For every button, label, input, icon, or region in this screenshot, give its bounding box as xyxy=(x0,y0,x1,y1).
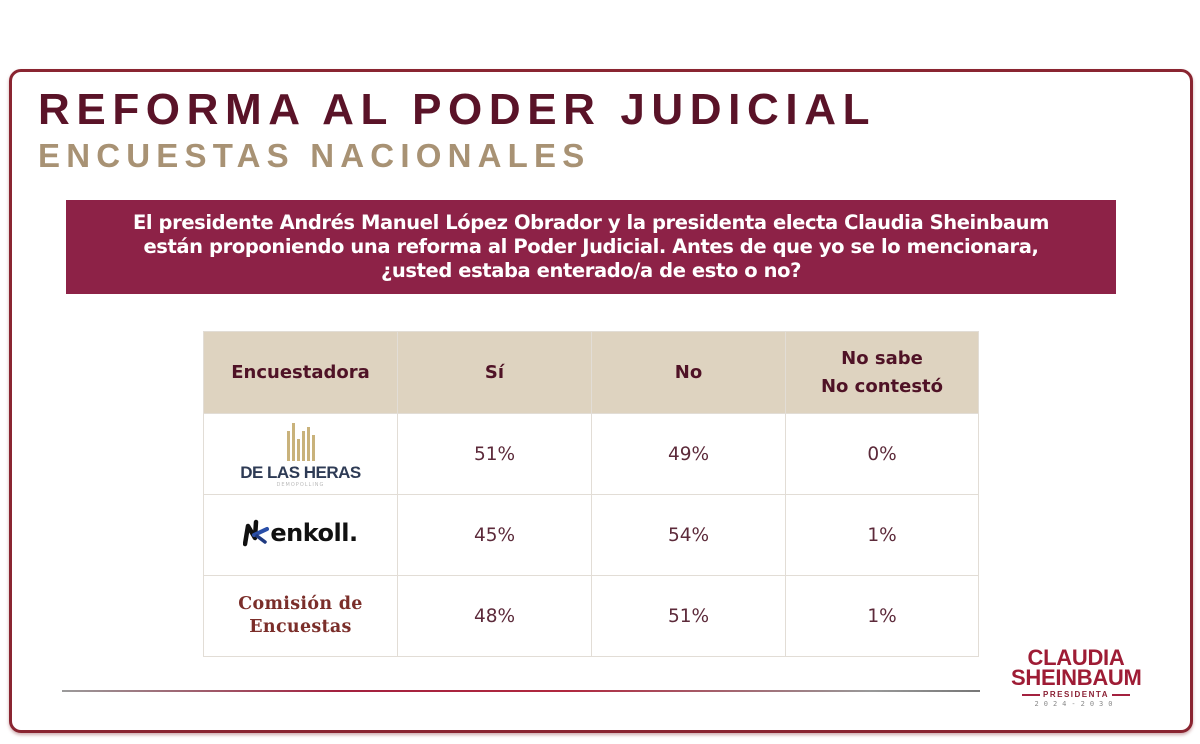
page-subtitle: ENCUESTAS NACIONALES xyxy=(38,137,591,174)
pollster-cell: DE LAS HERAS DEMOPOLLING xyxy=(203,413,398,495)
table-header-row: Encuestadora Sí No No sabe No contestó xyxy=(203,331,979,414)
header-no: No xyxy=(591,331,786,414)
pollster-name-line2: Encuestas xyxy=(249,617,352,637)
brand-role: PRESIDENTA xyxy=(1011,690,1141,699)
claudia-sheinbaum-logo: CLAUDIA SHEINBAUM PRESIDENTA 2024-2030 xyxy=(1011,644,1142,708)
si-cell: 51% xyxy=(397,413,592,495)
footer-divider xyxy=(62,690,980,692)
question-line-3: ¿usted estaba enterado/a de esto o no? xyxy=(380,259,802,282)
pollster-subname: DEMOPOLLING xyxy=(276,481,325,488)
comision-de-encuestas-logo: Comisión de Encuestas xyxy=(204,593,397,639)
header-no-sabe-line1: No sabe xyxy=(841,347,923,369)
header-pollster: Encuestadora xyxy=(203,331,398,414)
de-las-heras-mark-icon xyxy=(285,421,316,461)
no-cell: 51% xyxy=(591,575,786,657)
pollster-name: enkoll. xyxy=(270,518,358,547)
question-line-2: están proponiendo una reforma al Poder J… xyxy=(143,235,1039,258)
enkoll-mark-icon xyxy=(243,519,270,546)
brand-name-line2: SHEINBAUM xyxy=(1011,664,1142,691)
ns-nc-cell: 1% xyxy=(785,494,979,576)
header-no-sabe: No sabe No contestó xyxy=(785,331,979,414)
page-title: REFORMA AL PODER JUDICIAL xyxy=(38,85,877,134)
brand-years: 2024-2030 xyxy=(1034,700,1118,708)
si-cell: 48% xyxy=(397,575,592,657)
ns-nc-cell: 1% xyxy=(785,575,979,657)
ns-nc-cell: 0% xyxy=(785,413,979,495)
enkoll-logo: enkoll. xyxy=(243,518,358,548)
table-row: Comisión de Encuestas 48% 51% 1% xyxy=(203,575,979,657)
pollster-cell: Comisión de Encuestas xyxy=(203,575,398,657)
poll-results-table: Encuestadora Sí No No sabe No contestó xyxy=(203,331,979,657)
header-no-sabe-line2: No contestó xyxy=(820,375,944,397)
pollster-cell: enkoll. xyxy=(203,494,398,576)
question-banner: El presidente Andrés Manuel López Obrado… xyxy=(66,200,1116,294)
question-line-1: El presidente Andrés Manuel López Obrado… xyxy=(132,211,1050,234)
no-cell: 54% xyxy=(591,494,786,576)
de-las-heras-logo: DE LAS HERAS DEMOPOLLING xyxy=(240,421,361,488)
table-row: DE LAS HERAS DEMOPOLLING 51% 49% 0% xyxy=(203,413,979,495)
header-si: Sí xyxy=(397,331,592,414)
pollster-name: DE LAS HERAS xyxy=(240,462,361,482)
pollster-name-line1: Comisión de xyxy=(238,594,363,614)
si-cell: 45% xyxy=(397,494,592,576)
brand-name-line1: CLAUDIA xyxy=(1027,644,1125,671)
table-row: enkoll. 45% 54% 1% xyxy=(203,494,979,576)
no-cell: 49% xyxy=(591,413,786,495)
